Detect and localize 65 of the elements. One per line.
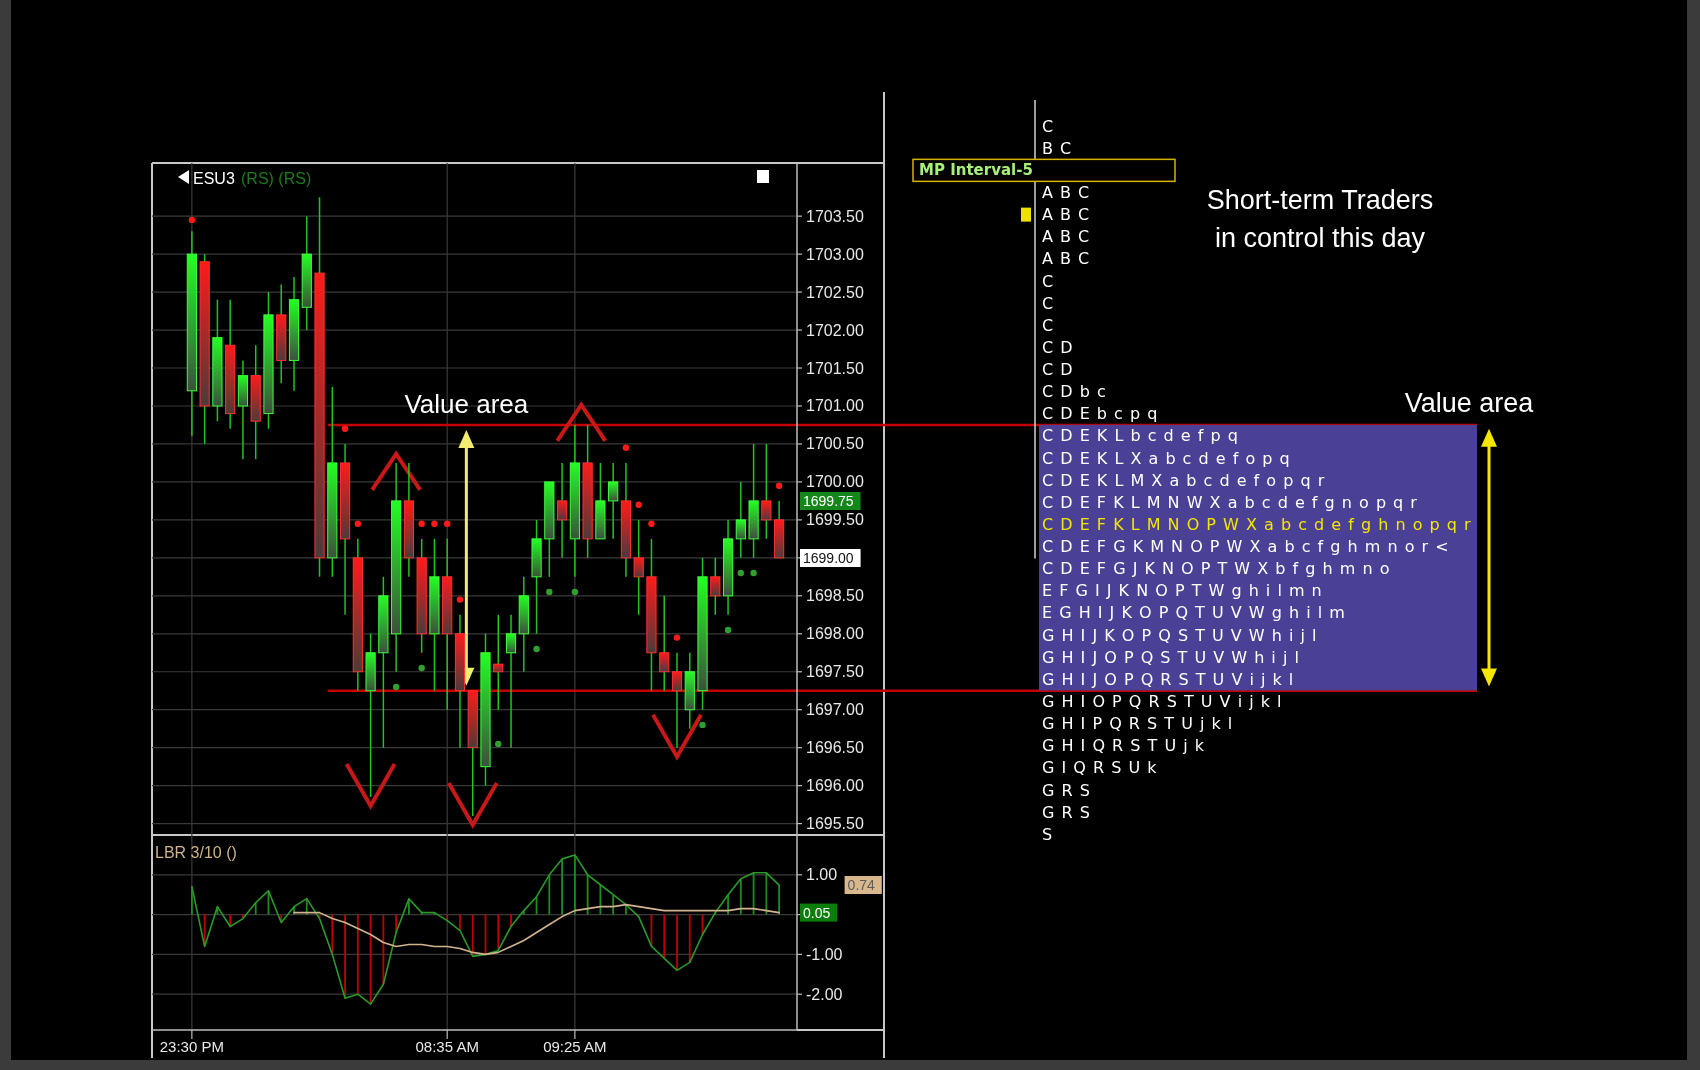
- y-tick-label: 1703.50: [806, 207, 864, 225]
- category-label: G H I Q R S T U j k: [1042, 736, 1205, 756]
- y-tick-label: 1.00: [806, 866, 838, 884]
- text: Short-term Traders in control this day: [1206, 185, 1434, 253]
- x-tick-label: 23:30 PM: [159, 1037, 224, 1055]
- category-label: C D E b c p q: [1042, 404, 1159, 424]
- category-label: S: [1042, 824, 1054, 844]
- category-label: G H I P Q R S T U j k l: [1042, 714, 1234, 734]
- y-tick-label: -1.00: [806, 945, 843, 963]
- category-label: C D E F G J K N O P T W X b f g h m n o: [1042, 559, 1391, 579]
- y-tick-label: 1699.50: [806, 511, 864, 529]
- y-tick-label: 1697.00: [806, 701, 864, 719]
- category-label: G R S: [1042, 780, 1091, 800]
- text: MP Interval-5: [919, 161, 1033, 180]
- chart-title: ESU3: [193, 169, 235, 187]
- category-label: C: [1042, 293, 1055, 313]
- category-label: C D E K L b c d e f p q: [1042, 426, 1239, 446]
- text: 1699.00: [803, 550, 854, 566]
- y-tick-label: 1702.00: [806, 321, 864, 339]
- category-label: A B C: [1042, 249, 1091, 269]
- y-tick-label: 1702.50: [806, 283, 864, 301]
- x-tick-label: 09:25 AM: [543, 1037, 607, 1055]
- category-label: G H I J O P Q S T U V W h i j l: [1042, 647, 1300, 667]
- text: 0.05: [803, 904, 831, 921]
- y-tick-label: -2.00: [806, 985, 843, 1003]
- category-label: C D: [1042, 360, 1074, 380]
- text: LBR 3/10 (): [155, 843, 237, 861]
- category-label: C D E K L M X a b c d e f o p q r: [1042, 470, 1326, 490]
- category-label: C D b c: [1042, 382, 1107, 402]
- category-label: B C: [1042, 138, 1073, 158]
- category-label: E G H I J K O P Q T U V W g h i l m: [1042, 603, 1346, 623]
- y-tick-label: 1701.00: [806, 397, 864, 415]
- y-tick-label: 1696.50: [806, 739, 864, 757]
- category-label: G H I J O P Q R S T U V i j k l: [1042, 669, 1295, 689]
- category-label: C D E F G K M N O P W X a b c f g h m n o r <: [1042, 537, 1450, 557]
- y-tick-label: 1700.50: [806, 435, 864, 453]
- y-tick-label: 1696.00: [806, 777, 864, 795]
- category-label: C D: [1042, 337, 1074, 357]
- category-label: G R S: [1042, 802, 1091, 822]
- y-tick-label: 1695.50: [806, 815, 864, 833]
- category-label: C: [1042, 315, 1055, 335]
- category-label: G I Q R S U k: [1042, 758, 1158, 778]
- category-label: G H I J K O P Q S T U V W h i j l: [1042, 625, 1318, 645]
- text: 1699.75: [803, 493, 854, 509]
- y-tick-label: 1701.50: [806, 359, 864, 377]
- category-label: A B C: [1042, 182, 1091, 202]
- category-label: A B C: [1042, 205, 1091, 225]
- category-label: C: [1042, 116, 1055, 136]
- y-tick-label: 1700.00: [806, 473, 864, 491]
- category-label: G H I O P Q R S T U V i j k l: [1042, 691, 1283, 711]
- text: Value area: [1404, 387, 1535, 418]
- category-label: A B C: [1042, 227, 1091, 247]
- chart-subtitle: (RS) (RS): [241, 169, 312, 187]
- y-tick-label: 1703.00: [806, 245, 864, 263]
- ref-line-label: Value area: [404, 388, 529, 419]
- category-label: C D E F K L M N O P W X a b c d e f g h n o p q r: [1042, 514, 1472, 534]
- category-label: C D E F K L M N W X a b c d e f g n o p q r: [1042, 492, 1418, 512]
- category-label: E F G I J K N O P T W g h i l m n: [1042, 581, 1323, 601]
- category-label: C: [1042, 271, 1055, 291]
- text: 0.74: [847, 877, 876, 893]
- x-tick-label: 08:35 AM: [415, 1037, 479, 1055]
- y-tick-label: 1698.00: [806, 625, 864, 643]
- y-tick-label: 1698.50: [806, 587, 864, 605]
- y-tick-label: 1697.50: [806, 663, 864, 681]
- category-label: C D E K L X a b c d e f o p q: [1042, 448, 1291, 468]
